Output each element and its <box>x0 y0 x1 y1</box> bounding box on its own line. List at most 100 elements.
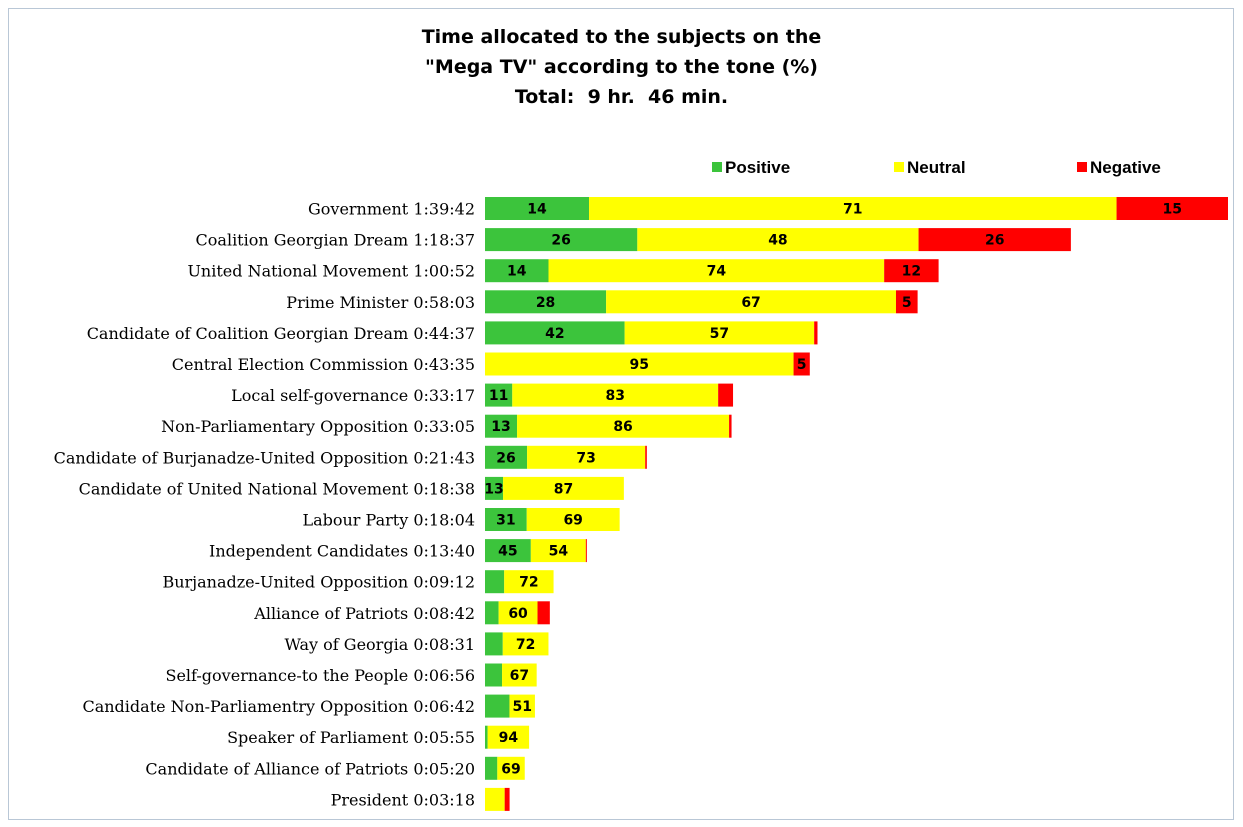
data-label-positive: 28 <box>536 295 555 311</box>
legend-item-positive: Positive <box>712 158 790 178</box>
category-label: Central Election Commission 0:43:35 <box>172 355 475 374</box>
bar-segment-neutral <box>502 632 549 656</box>
category-label: Way of Georgia 0:08:31 <box>284 635 475 654</box>
data-label-negative: 5 <box>797 357 807 373</box>
bar-segment-positive <box>485 476 504 500</box>
data-label-positive: 14 <box>527 202 547 218</box>
data-label-neutral: 51 <box>512 699 531 715</box>
category-label: Candidate Non-Parliamentry Opposition 0:… <box>82 697 475 716</box>
data-label-neutral: 74 <box>707 264 727 280</box>
bar-segment-neutral <box>517 414 730 438</box>
legend-label-neutral: Neutral <box>907 158 966 177</box>
chart-title-line-3: Total: 9 hr. 46 min. <box>514 86 729 108</box>
legend-item-neutral: Neutral <box>894 158 966 178</box>
bar-segment-positive <box>485 632 503 656</box>
chart-frame <box>8 8 1234 820</box>
bar-segment-neutral <box>497 756 525 780</box>
category-label: Local self-governance 0:33:17 <box>231 386 475 405</box>
category-label: Candidate of United National Movement 0:… <box>79 479 475 498</box>
category-label: Alliance of Patriots 0:08:42 <box>253 604 475 623</box>
category-label: Coalition Georgian Dream 1:18:37 <box>196 231 475 250</box>
data-label-positive: 26 <box>496 450 515 466</box>
data-label-positive: 31 <box>496 513 515 529</box>
bar-segment-negative <box>1116 197 1228 220</box>
category-label: President 0:03:18 <box>331 790 475 809</box>
data-label-neutral: 67 <box>510 668 529 684</box>
bar-segment-negative <box>585 539 587 563</box>
bar-segment-neutral <box>509 694 535 718</box>
data-label-positive: 42 <box>545 326 564 342</box>
data-label-neutral: 69 <box>501 761 520 777</box>
bar-segment-neutral <box>498 601 538 625</box>
bar-segment-negative <box>729 414 732 438</box>
bar-segment-neutral <box>504 570 554 594</box>
chart-title-line-2: "Mega TV" according to the tone (%) <box>425 56 818 78</box>
bar-segment-positive <box>485 508 527 531</box>
bar-segment-negative <box>718 383 734 407</box>
data-label-neutral: 72 <box>516 637 535 653</box>
bar-segment-negative <box>504 787 510 811</box>
bar-segment-neutral <box>485 787 505 811</box>
category-label: United National Movement 1:00:52 <box>187 262 475 281</box>
category-label: Speaker of Parliament 0:05:55 <box>227 728 475 747</box>
legend-swatch-negative <box>1077 162 1087 172</box>
bar-segment-neutral <box>487 725 530 749</box>
data-label-neutral: 94 <box>499 730 519 746</box>
bar-segment-negative <box>918 228 1071 252</box>
bar-segment-positive <box>485 290 607 314</box>
bar-segment-positive <box>485 321 625 345</box>
bar-segment-negative <box>793 352 810 376</box>
bar-segment-positive <box>485 259 549 283</box>
chart-title: Time allocated to the subjects on the "M… <box>0 22 1243 112</box>
bar-segment-positive <box>485 725 488 749</box>
category-label: Independent Candidates 0:13:40 <box>209 542 475 561</box>
bar-segment-positive <box>485 756 498 780</box>
bar-segment-neutral <box>485 352 794 376</box>
bar-segment-neutral <box>512 383 719 407</box>
data-label-negative: 26 <box>985 233 1004 249</box>
bar-segment-positive <box>485 228 638 252</box>
bar-segment-positive <box>485 383 513 407</box>
category-label: Prime Minister 0:58:03 <box>286 293 475 312</box>
bar-segment-positive <box>485 663 503 687</box>
bar-segment-negative <box>537 601 550 625</box>
data-label-positive: 45 <box>498 544 517 560</box>
data-label-neutral: 87 <box>554 481 573 497</box>
chart-title-line-1: Time allocated to the subjects on the <box>421 26 822 48</box>
data-label-neutral: 57 <box>710 326 729 342</box>
data-label-positive: 26 <box>551 233 570 249</box>
bar-segment-neutral <box>624 321 815 345</box>
data-label-negative: 12 <box>902 264 921 280</box>
data-label-neutral: 69 <box>563 513 582 529</box>
category-label: Non-Parliamentary Opposition 0:33:05 <box>161 417 475 436</box>
bar-segment-positive <box>485 601 499 625</box>
data-label-neutral: 73 <box>576 450 595 466</box>
category-label: Candidate of Coalition Georgian Dream 0:… <box>87 324 475 343</box>
bar-segment-neutral <box>589 197 1117 220</box>
bar-segment-negative <box>895 290 918 314</box>
bar-segment-positive <box>485 694 510 718</box>
data-label-neutral: 95 <box>630 357 649 373</box>
data-label-positive: 13 <box>491 419 510 435</box>
data-label-negative: 15 <box>1163 202 1182 218</box>
bar-segment-positive <box>485 445 528 469</box>
category-label: Government 1:39:42 <box>308 200 475 219</box>
legend-label-positive: Positive <box>725 158 791 177</box>
bar-segment-neutral <box>606 290 896 314</box>
data-label-neutral: 67 <box>741 295 760 311</box>
category-label: Self-governance-to the People 0:06:56 <box>166 666 476 685</box>
category-label: Candidate of Alliance of Patriots 0:05:2… <box>145 759 475 778</box>
data-label-neutral: 83 <box>605 388 624 404</box>
data-label-neutral: 71 <box>843 202 862 218</box>
bar-segment-neutral <box>637 228 919 252</box>
category-label: Candidate of Burjanadze-United Oppositio… <box>54 448 475 467</box>
bar-segment-neutral <box>502 663 537 687</box>
category-label: Burjanadze-United Opposition 0:09:12 <box>162 573 475 592</box>
bar-segment-neutral <box>548 259 885 283</box>
data-label-neutral: 60 <box>508 606 528 622</box>
bar-segment-positive <box>485 414 518 438</box>
bar-segment-positive <box>485 539 531 563</box>
bar-segment-neutral <box>530 539 586 563</box>
data-label-neutral: 48 <box>768 233 787 249</box>
